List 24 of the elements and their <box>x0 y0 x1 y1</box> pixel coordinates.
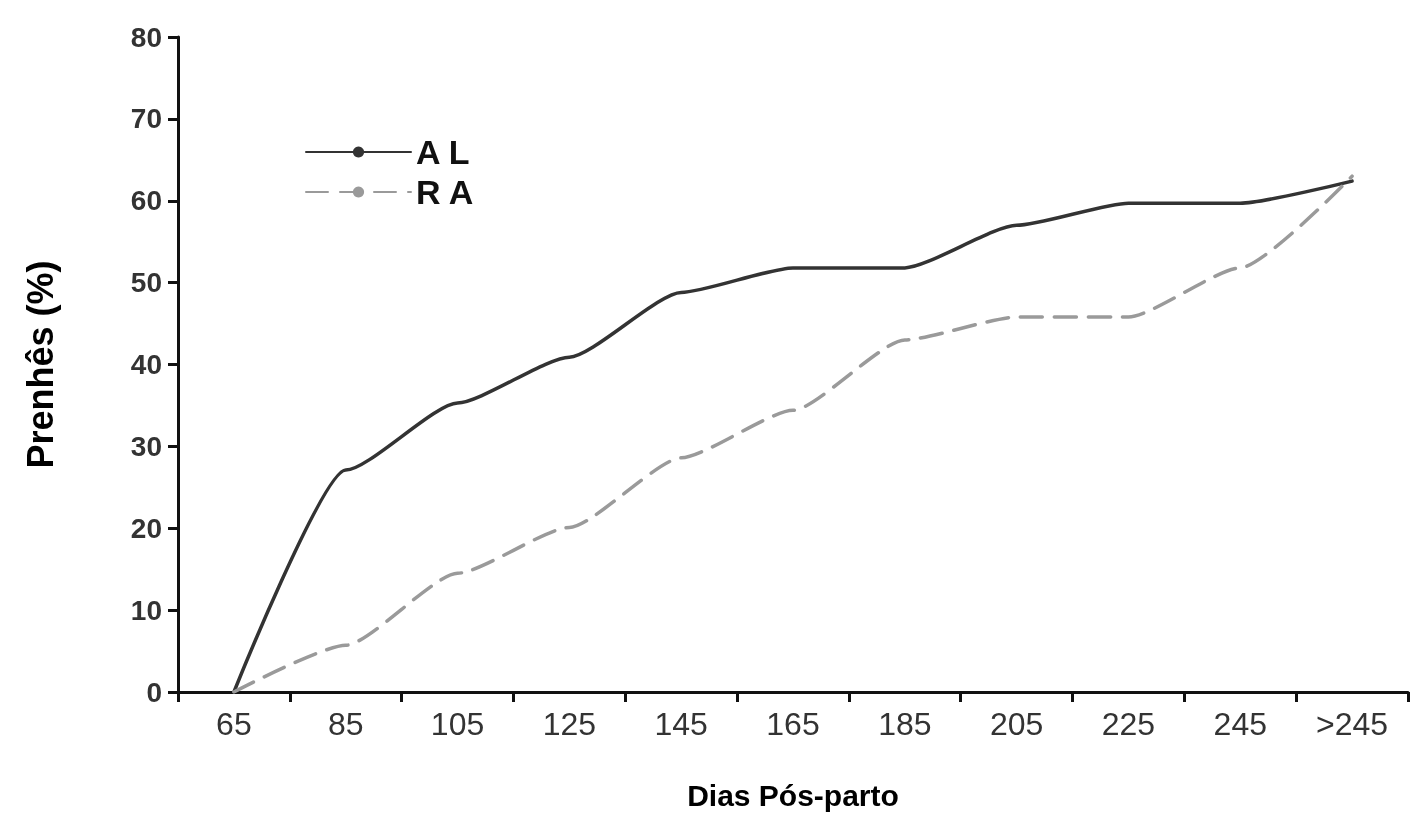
x-axis-title: Dias Pós-parto <box>687 778 899 812</box>
x-tick-label: >245 <box>1316 706 1389 742</box>
y-axis-title: Prenhês (%) <box>19 260 61 469</box>
y-tick-label: 60 <box>130 185 162 217</box>
x-tick-label: 125 <box>542 706 597 742</box>
x-tick-label: 105 <box>430 706 485 742</box>
y-tick-label: 20 <box>130 512 162 544</box>
x-tick-label: 185 <box>878 706 932 742</box>
y-tick-label: 50 <box>130 267 162 299</box>
x-tick-label: 165 <box>766 706 820 742</box>
y-tick-label: 70 <box>130 103 162 135</box>
y-tick-label: 30 <box>130 430 162 462</box>
x-tick-label: 145 <box>654 706 708 742</box>
y-tick-label: 40 <box>130 349 162 380</box>
x-tick-label: 85 <box>327 706 364 742</box>
legend-label: R A <box>416 173 474 211</box>
x-tick-label: 245 <box>1213 706 1267 742</box>
y-tick-label: 80 <box>130 21 162 53</box>
y-tick-label: 0 <box>146 676 162 708</box>
x-tick-label: 205 <box>989 706 1044 742</box>
legend-label: A L <box>416 133 470 171</box>
x-tick-label: 225 <box>1101 706 1156 742</box>
x-tick-label: 65 <box>216 706 252 742</box>
y-tick-label: 10 <box>130 594 162 626</box>
